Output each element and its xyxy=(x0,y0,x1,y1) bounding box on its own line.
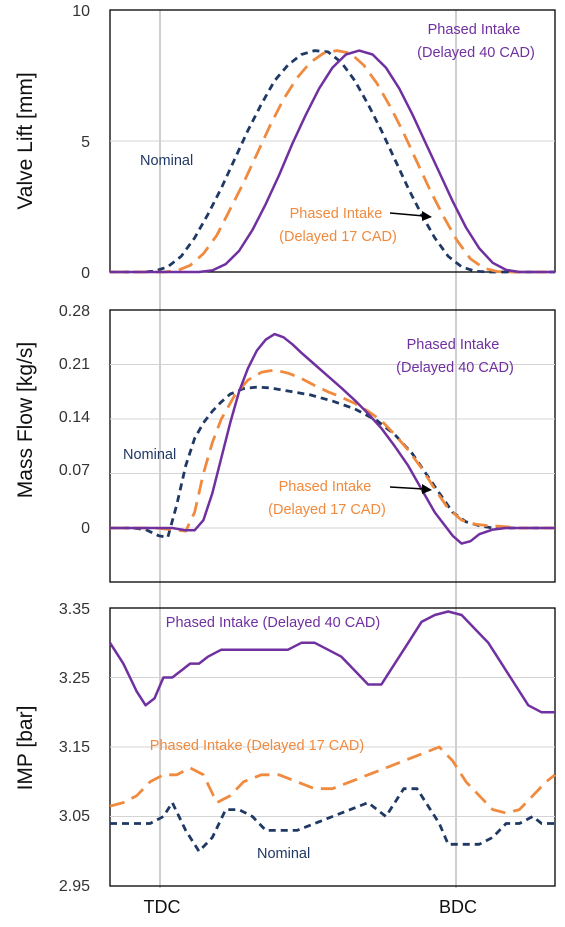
imp-panel: 3.35 3.25 3.15 3.05 2.95 IMP [bar] Phase… xyxy=(14,601,556,895)
mass-flow-ytick-021: 0.21 xyxy=(59,356,90,373)
imp-series xyxy=(108,610,556,853)
valve-lift-annotation-nominal: Nominal xyxy=(140,153,193,169)
valve-lift-panel: 10 5 0 Valve Lift [mm] Phased Intake (De… xyxy=(14,3,556,282)
imp-line-intake40 xyxy=(108,610,555,714)
mass-flow-series xyxy=(110,332,555,545)
valve-lift-line-nominal xyxy=(110,49,555,274)
valve-lift-y-axis-label: Valve Lift [mm] xyxy=(14,72,37,209)
imp-line-intake17 xyxy=(109,745,556,815)
mass-flow-ytick-0: 0 xyxy=(81,520,90,537)
mass-flow-annotation-nominal: Nominal xyxy=(123,447,176,463)
imp-line-nominal xyxy=(110,787,555,853)
mass-flow-ytick-028: 0.28 xyxy=(59,303,90,320)
valve-lift-line-intake40 xyxy=(110,49,555,274)
x-label-bdc: BDC xyxy=(439,897,477,917)
mass-flow-panel: 0.28 0.21 0.14 0.07 0 Mass Flow [kg/s] P… xyxy=(14,303,556,583)
imp-annotation-nominal: Nominal xyxy=(257,846,310,862)
imp-ytick-315: 3.15 xyxy=(59,739,90,756)
imp-ytick-325: 3.25 xyxy=(59,670,90,687)
mass-flow-line-intake17 xyxy=(110,368,555,533)
valve-lift-arrow xyxy=(389,211,432,221)
valve-lift-series xyxy=(110,49,555,274)
imp-ytick-295: 2.95 xyxy=(59,878,90,895)
valve-lift-ytick-5: 5 xyxy=(81,134,90,151)
mass-flow-arrow xyxy=(389,484,432,494)
valve-lift-ytick-0: 0 xyxy=(81,265,90,282)
valve-lift-annotation-intake40: Phased Intake (Delayed 40 CAD) xyxy=(417,22,535,61)
imp-annotation-intake17: Phased Intake (Delayed 17 CAD) xyxy=(150,738,364,754)
mass-flow-line-nominal xyxy=(110,385,555,539)
mass-flow-line-intake40 xyxy=(110,332,555,545)
mass-flow-annotation-intake40: Phased Intake (Delayed 40 CAD) xyxy=(396,337,514,376)
mass-flow-plot-frame xyxy=(109,309,556,583)
mass-flow-y-axis-label: Mass Flow [kg/s] xyxy=(14,342,37,498)
valve-lift-annotation-intake17: Phased Intake (Delayed 17 CAD) xyxy=(279,206,397,245)
mass-flow-ytick-007: 0.07 xyxy=(59,462,90,479)
valve-lift-ytick-10: 10 xyxy=(72,3,90,20)
imp-ytick-335: 3.35 xyxy=(59,601,90,618)
imp-annotation-intake40: Phased Intake (Delayed 40 CAD) xyxy=(166,615,380,631)
mass-flow-ytick-014: 0.14 xyxy=(59,409,90,426)
imp-ytick-305: 3.05 xyxy=(59,808,90,825)
valve-lift-line-intake17 xyxy=(110,49,555,274)
x-label-tdc: TDC xyxy=(144,897,181,917)
imp-y-axis-label: IMP [bar] xyxy=(14,706,37,791)
mass-flow-annotation-intake17: Phased Intake (Delayed 17 CAD) xyxy=(268,479,386,518)
